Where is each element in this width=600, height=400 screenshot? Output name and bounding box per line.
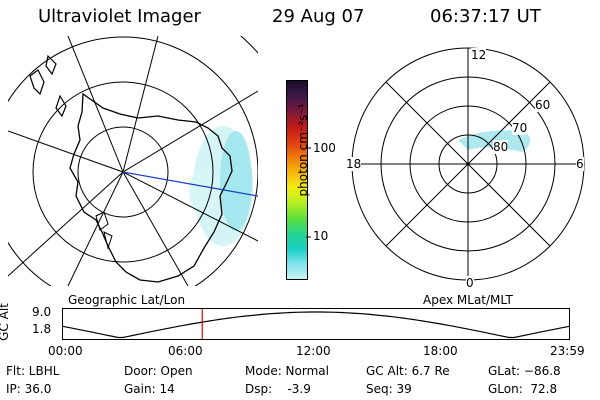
altitude-curve — [62, 311, 570, 339]
satellite-track — [122, 171, 258, 197]
glat-value: GLat: −86.8 — [488, 364, 561, 378]
time-label: 06:37:17 UT — [430, 6, 541, 27]
timeline-tick-2359: 23:59 — [550, 344, 585, 358]
ip-value: IP: 36.0 — [6, 382, 52, 396]
meridian-line — [122, 36, 159, 173]
colorbar-ticks — [306, 147, 311, 238]
meridian-line — [8, 171, 124, 277]
timeline-plot — [62, 308, 570, 340]
glon-value: GLon: 72.8 — [488, 382, 558, 396]
timeline-ymin: 1.8 — [32, 322, 52, 336]
dsp-value: Dsp: -3.9 — [245, 382, 311, 396]
colorbar-tick-100: 100 — [313, 141, 336, 155]
coastline — [95, 211, 113, 250]
meridian-line — [122, 90, 258, 173]
mlt-line — [385, 81, 551, 247]
latitude-circle — [77, 126, 169, 218]
meridian-line — [67, 171, 124, 286]
meridian-line — [8, 130, 124, 173]
mlat-label-70: 70 — [512, 121, 528, 135]
filter-value: Flt: LBHL — [6, 364, 60, 378]
date-label: 29 Aug 07 — [272, 6, 365, 27]
mlat-label-60: 60 — [535, 98, 551, 112]
colorbar-tick-10: 10 — [313, 229, 329, 243]
timeline-tick-1800: 18:00 — [423, 344, 458, 358]
sequence-value: Seq: 39 — [366, 382, 412, 396]
latitude-circle — [8, 36, 258, 286]
geographic-map-label: Geographic Lat/Lon — [68, 293, 186, 307]
coastline — [29, 54, 67, 118]
gain-value: Gain: 14 — [124, 382, 175, 396]
timeline-ylabel: GC Alt — [0, 303, 11, 341]
meridian-line — [122, 171, 258, 242]
polar-map-label: Apex MLat/MLT — [423, 293, 513, 307]
geographic-map — [8, 36, 258, 286]
mlt-label-18: 18 — [346, 157, 362, 171]
mlt-label-6: 6 — [576, 157, 584, 171]
timeline-tick-0600: 06:00 — [168, 344, 203, 358]
polar-map — [351, 47, 585, 281]
latitude-circle — [32, 81, 214, 263]
coastline — [69, 92, 233, 283]
colorbar — [286, 80, 308, 280]
mode-value: Mode: Normal — [245, 364, 329, 378]
timeline-ymax: 9.0 — [32, 305, 52, 319]
timeline-tick-1200: 12:00 — [296, 344, 331, 358]
meridian-line — [67, 36, 124, 173]
app-title: Ultraviolet Imager — [38, 6, 201, 27]
door-status: Door: Open — [124, 364, 193, 378]
mlat-label-80: 80 — [493, 140, 509, 154]
timeline-tick-0000: 00:00 — [48, 344, 83, 358]
mlt-label-0: 0 — [466, 276, 474, 290]
gc-alt-value: GC Alt: 6.7 Re — [366, 364, 450, 378]
meridian-line — [122, 171, 189, 286]
mlt-label-12: 12 — [471, 48, 487, 62]
